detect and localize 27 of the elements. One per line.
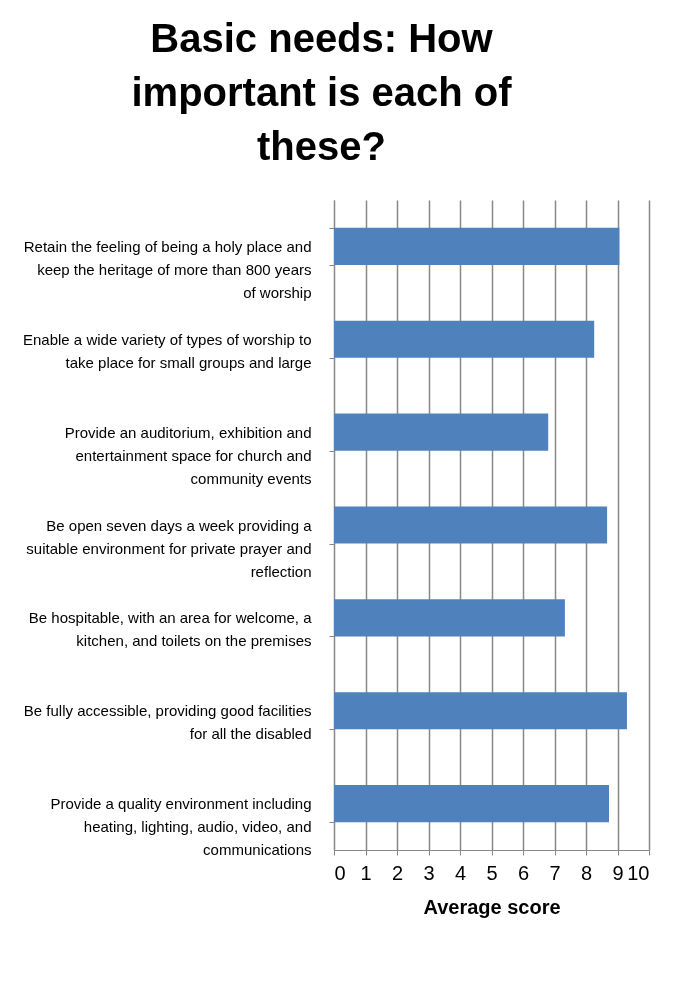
bar [334, 692, 627, 730]
x-tick-label: 10 [627, 861, 650, 884]
x-tick-label: 3 [423, 861, 435, 884]
x-axis-title: Average score [423, 895, 561, 918]
y-tick-label: Enable a wide variety of types of worship to take place for small groups and large [23, 330, 312, 371]
x-tick-label: 6 [517, 861, 530, 884]
y-tick-label: Provide an auditorium, exhibition and entertainment space for church and community events [64, 423, 312, 487]
x-tick-label: 9 [612, 861, 624, 884]
bar [334, 506, 608, 544]
bar [334, 227, 620, 265]
x-tick-label: 7 [549, 861, 561, 884]
y-tick-label: Provide a quality environment including heating, lighting, audio, video, and communications [50, 795, 312, 859]
y-tick-label: Retain the feeling of being a holy place and keep the heritage of more than 800 years of worship [23, 237, 312, 301]
x-tick-label: 0 [334, 861, 346, 884]
x-tick-label: 2 [391, 861, 404, 884]
x-tick-label: 8 [580, 861, 593, 884]
y-tick-label: Be fully accessible, providing good facilities for all the disabled [23, 702, 312, 743]
bar [334, 785, 609, 823]
y-tick-label: Be hospitable, with an area for welcome, a kitchen, and toilets on the premises [28, 609, 313, 650]
bar [334, 413, 549, 451]
bar [334, 320, 595, 358]
x-tick-label: 4 [454, 861, 467, 884]
y-tick-label: Be open seven days a week providing a suitable environment for private prayer and reflection [26, 516, 313, 580]
x-tick-label: 5 [486, 861, 498, 884]
bar [334, 599, 565, 637]
chart-title: Basic needs: How important is each of these? [131, 16, 513, 168]
x-tick-label: 1 [360, 861, 372, 884]
